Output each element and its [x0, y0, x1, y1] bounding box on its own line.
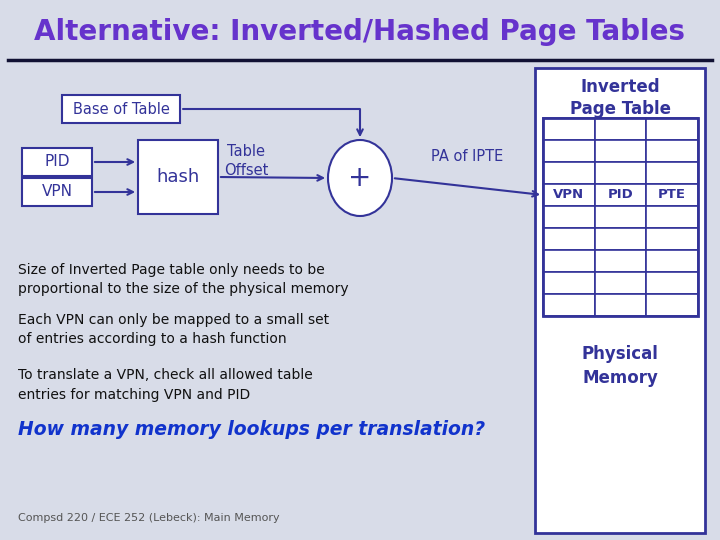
Bar	[595, 140, 647, 162]
Bar	[543, 118, 698, 316]
Bar	[647, 294, 698, 316]
Text: Alternative: Inverted/Hashed Page Tables: Alternative: Inverted/Hashed Page Tables	[35, 18, 685, 46]
Bar	[647, 206, 698, 228]
Bar	[647, 162, 698, 184]
Bar	[595, 272, 647, 294]
Bar	[647, 118, 698, 140]
Text: To translate a VPN, check all allowed table
entries for matching VPN and PID: To translate a VPN, check all allowed ta…	[18, 368, 312, 402]
Bar	[647, 228, 698, 250]
Bar	[543, 250, 595, 272]
Text: +: +	[348, 164, 372, 192]
Text: Physical
Memory: Physical Memory	[582, 345, 658, 387]
Text: PTE: PTE	[658, 188, 686, 201]
Text: VPN: VPN	[42, 185, 73, 199]
Text: PA of IPTE: PA of IPTE	[431, 149, 503, 164]
Text: VPN: VPN	[553, 188, 585, 201]
Bar	[543, 118, 595, 140]
Bar	[543, 140, 595, 162]
Bar	[595, 206, 647, 228]
Bar	[595, 184, 647, 206]
Text: Each VPN can only be mapped to a small set
of entries according to a hash functi: Each VPN can only be mapped to a small s…	[18, 313, 329, 347]
Text: PID: PID	[608, 188, 634, 201]
Bar	[595, 118, 647, 140]
Bar	[543, 184, 595, 206]
Bar	[595, 228, 647, 250]
Text: Base of Table: Base of Table	[73, 102, 169, 117]
Ellipse shape	[328, 140, 392, 216]
Bar	[535, 68, 705, 533]
Bar	[543, 162, 595, 184]
Bar	[543, 206, 595, 228]
Bar	[138, 140, 218, 214]
Bar	[22, 148, 92, 176]
Text: How many memory lookups per translation?: How many memory lookups per translation?	[18, 420, 485, 439]
Bar	[647, 272, 698, 294]
Bar	[595, 250, 647, 272]
Text: PID: PID	[44, 154, 70, 170]
Text: Compsd 220 / ECE 252 (Lebeck): Main Memory: Compsd 220 / ECE 252 (Lebeck): Main Memo…	[18, 513, 279, 523]
Bar	[543, 272, 595, 294]
Bar	[647, 184, 698, 206]
Text: Table
Offset: Table Offset	[224, 144, 268, 178]
Text: hash: hash	[156, 168, 199, 186]
Bar	[647, 140, 698, 162]
Bar	[543, 294, 595, 316]
Bar	[543, 228, 595, 250]
Bar	[595, 162, 647, 184]
Text: Inverted
Page Table: Inverted Page Table	[570, 78, 670, 118]
Bar	[62, 95, 180, 123]
Text: Size of Inverted Page table only needs to be
proportional to the size of the phy: Size of Inverted Page table only needs t…	[18, 263, 348, 296]
Bar	[647, 250, 698, 272]
Bar	[595, 294, 647, 316]
Bar	[22, 178, 92, 206]
